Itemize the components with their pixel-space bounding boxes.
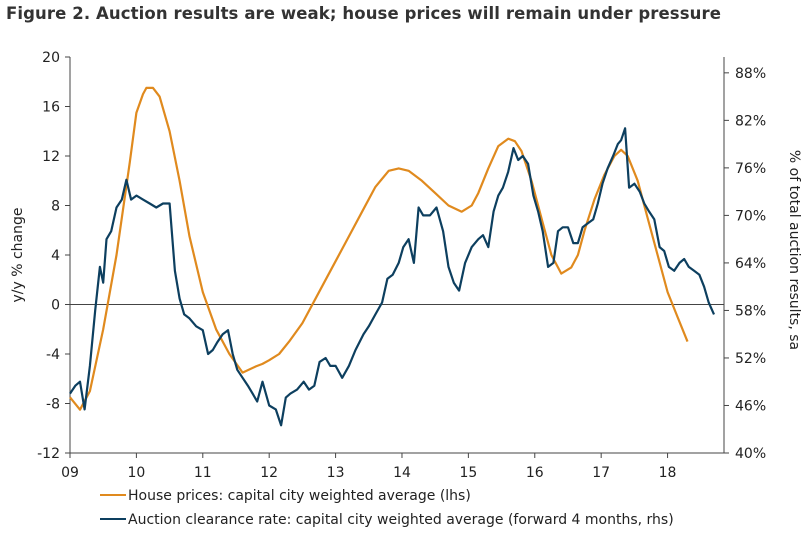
x-tick-label: 12 <box>260 465 278 481</box>
chart-title: Figure 2. Auction results are weak; hous… <box>6 4 722 23</box>
x-tick-label: 18 <box>659 465 677 481</box>
right-axis-label: % of total auction results, sa <box>786 150 802 350</box>
right-tick-label: 64% <box>735 256 766 272</box>
left-tick-label: 8 <box>51 199 60 215</box>
right-tick-label: 46% <box>735 398 766 414</box>
series-layer <box>69 86 716 427</box>
left-tick-label: -8 <box>46 397 60 413</box>
left-tick-label: 20 <box>42 50 60 66</box>
left-tick-label: 0 <box>51 298 60 314</box>
right-tick-label: 88% <box>735 66 766 82</box>
legend-item-auction-clearance: Auction clearance rate: capital city wei… <box>100 512 674 528</box>
legend-label-house-prices: House prices: capital city weighted aver… <box>128 488 471 504</box>
house-prices-line <box>69 86 689 411</box>
x-tick-label: 10 <box>127 465 145 481</box>
right-tick-label: 58% <box>735 303 766 319</box>
left-tick-label: 16 <box>42 100 60 116</box>
right-tick-label: 70% <box>735 208 766 224</box>
left-tick-label: 12 <box>42 149 60 165</box>
legend-label-auction-clearance: Auction clearance rate: capital city wei… <box>128 512 674 528</box>
left-tick-label: -12 <box>37 446 60 462</box>
right-tick-label: 52% <box>735 351 766 367</box>
legend-item-house-prices: House prices: capital city weighted aver… <box>100 488 471 504</box>
left-tick-label: 4 <box>51 248 60 264</box>
left-axis-label: y/y % change <box>10 207 26 302</box>
right-tick-label: 76% <box>735 161 766 177</box>
x-tick-label: 13 <box>327 465 345 481</box>
x-axis-ticks: 09 10 11 12 13 14 15 16 17 18 <box>61 453 676 481</box>
x-tick-label: 16 <box>526 465 544 481</box>
right-tick-label: 82% <box>735 113 766 129</box>
x-tick-label: 15 <box>459 465 477 481</box>
left-tick-label: -4 <box>46 347 60 363</box>
x-tick-label: 17 <box>592 465 610 481</box>
legend-swatch-house-prices <box>100 494 126 496</box>
x-tick-label: 11 <box>194 465 212 481</box>
right-axis-ticks: 88% 82% 76% 70% 64% 58% 52% 46% 40% <box>724 66 766 462</box>
axes <box>69 57 725 454</box>
right-tick-label: 40% <box>735 446 766 462</box>
auction-clearance-line <box>69 127 716 427</box>
x-tick-label: 09 <box>61 465 79 481</box>
legend-swatch-auction-clearance <box>100 518 126 520</box>
left-axis-ticks: 20 16 12 8 4 0 -4 -8 -12 <box>37 50 70 462</box>
x-tick-label: 14 <box>393 465 411 481</box>
